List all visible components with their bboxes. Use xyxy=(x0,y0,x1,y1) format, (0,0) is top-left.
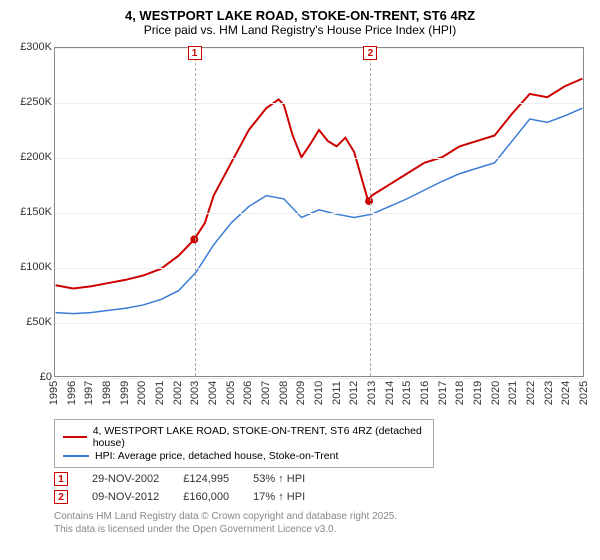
footer: Contains HM Land Registry data © Crown c… xyxy=(54,510,588,536)
x-axis-label: 1996 xyxy=(66,381,78,405)
event-row: 1 29-NOV-2002 £124,995 53% ↑ HPI xyxy=(54,472,588,486)
legend-item: 4, WESTPORT LAKE ROAD, STOKE-ON-TRENT, S… xyxy=(63,425,425,449)
x-axis-label: 2015 xyxy=(401,381,413,405)
x-axis-label: 2012 xyxy=(348,381,360,405)
event-delta: 53% ↑ HPI xyxy=(253,473,305,485)
x-axis-label: 2019 xyxy=(472,381,484,405)
event-tag: 1 xyxy=(54,472,68,486)
x-axis-label: 2009 xyxy=(295,381,307,405)
gridline xyxy=(55,268,583,269)
event-marker-line xyxy=(370,48,371,376)
gridline xyxy=(55,103,583,104)
y-axis-label: £200K xyxy=(12,151,52,163)
x-axis-label: 2017 xyxy=(437,381,449,405)
y-axis-label: £250K xyxy=(12,96,52,108)
y-axis-label: £100K xyxy=(12,261,52,273)
legend-swatch xyxy=(63,436,87,438)
x-axis-label: 2023 xyxy=(543,381,555,405)
footer-line: This data is licensed under the Open Gov… xyxy=(54,523,588,536)
x-axis-label: 2018 xyxy=(454,381,466,405)
event-price: £124,995 xyxy=(183,473,229,485)
footer-line: Contains HM Land Registry data © Crown c… xyxy=(54,510,588,523)
gridline xyxy=(55,378,583,379)
x-axis-label: 2006 xyxy=(242,381,254,405)
event-date: 09-NOV-2012 xyxy=(92,491,159,503)
x-axis-label: 2020 xyxy=(490,381,502,405)
plot-region: 12 xyxy=(54,47,584,377)
event-row: 2 09-NOV-2012 £160,000 17% ↑ HPI xyxy=(54,490,588,504)
x-axis-label: 2007 xyxy=(260,381,272,405)
x-axis-label: 2010 xyxy=(313,381,325,405)
x-axis-label: 2008 xyxy=(278,381,290,405)
x-axis-label: 2022 xyxy=(525,381,537,405)
x-axis-label: 2011 xyxy=(331,381,343,405)
x-axis-label: 1999 xyxy=(119,381,131,405)
y-axis-label: £150K xyxy=(12,206,52,218)
event-marker-tag: 1 xyxy=(188,46,202,60)
x-axis-label: 1998 xyxy=(101,381,113,405)
event-date: 29-NOV-2002 xyxy=(92,473,159,485)
events-table: 1 29-NOV-2002 £124,995 53% ↑ HPI 2 09-NO… xyxy=(54,472,588,504)
x-axis-label: 2024 xyxy=(560,381,572,405)
x-axis-label: 2001 xyxy=(154,381,166,405)
legend-label: HPI: Average price, detached house, Stok… xyxy=(95,450,338,462)
event-delta: 17% ↑ HPI xyxy=(253,491,305,503)
event-tag: 2 xyxy=(54,490,68,504)
gridline xyxy=(55,323,583,324)
gridline xyxy=(55,213,583,214)
event-marker-line xyxy=(195,48,196,376)
x-axis-label: 2002 xyxy=(172,381,184,405)
x-axis-label: 2025 xyxy=(578,381,590,405)
chart-area: 12 £0£50K£100K£150K£200K£250K£300K199519… xyxy=(12,43,588,413)
series-line xyxy=(56,79,583,289)
x-axis-label: 2021 xyxy=(507,381,519,405)
legend-label: 4, WESTPORT LAKE ROAD, STOKE-ON-TRENT, S… xyxy=(93,425,425,449)
x-axis-label: 2003 xyxy=(189,381,201,405)
chart-container: 4, WESTPORT LAKE ROAD, STOKE-ON-TRENT, S… xyxy=(0,0,600,560)
y-axis-label: £0 xyxy=(12,371,52,383)
chart-title: 4, WESTPORT LAKE ROAD, STOKE-ON-TRENT, S… xyxy=(12,8,588,23)
x-axis-label: 2016 xyxy=(419,381,431,405)
x-axis-label: 1997 xyxy=(83,381,95,405)
series-line xyxy=(56,108,583,314)
x-axis-label: 2005 xyxy=(225,381,237,405)
x-axis-label: 2014 xyxy=(384,381,396,405)
line-series-svg xyxy=(55,48,583,376)
gridline xyxy=(55,48,583,49)
data-point-marker xyxy=(365,197,373,205)
legend: 4, WESTPORT LAKE ROAD, STOKE-ON-TRENT, S… xyxy=(54,419,434,468)
x-axis-label: 1995 xyxy=(48,381,60,405)
x-axis-label: 2000 xyxy=(136,381,148,405)
gridline xyxy=(55,158,583,159)
title-block: 4, WESTPORT LAKE ROAD, STOKE-ON-TRENT, S… xyxy=(12,8,588,37)
x-axis-label: 2013 xyxy=(366,381,378,405)
y-axis-label: £300K xyxy=(12,41,52,53)
y-axis-label: £50K xyxy=(12,316,52,328)
legend-swatch xyxy=(63,455,89,457)
event-marker-tag: 2 xyxy=(363,46,377,60)
x-axis-label: 2004 xyxy=(207,381,219,405)
chart-subtitle: Price paid vs. HM Land Registry's House … xyxy=(12,23,588,37)
legend-item: HPI: Average price, detached house, Stok… xyxy=(63,450,425,462)
event-price: £160,000 xyxy=(183,491,229,503)
